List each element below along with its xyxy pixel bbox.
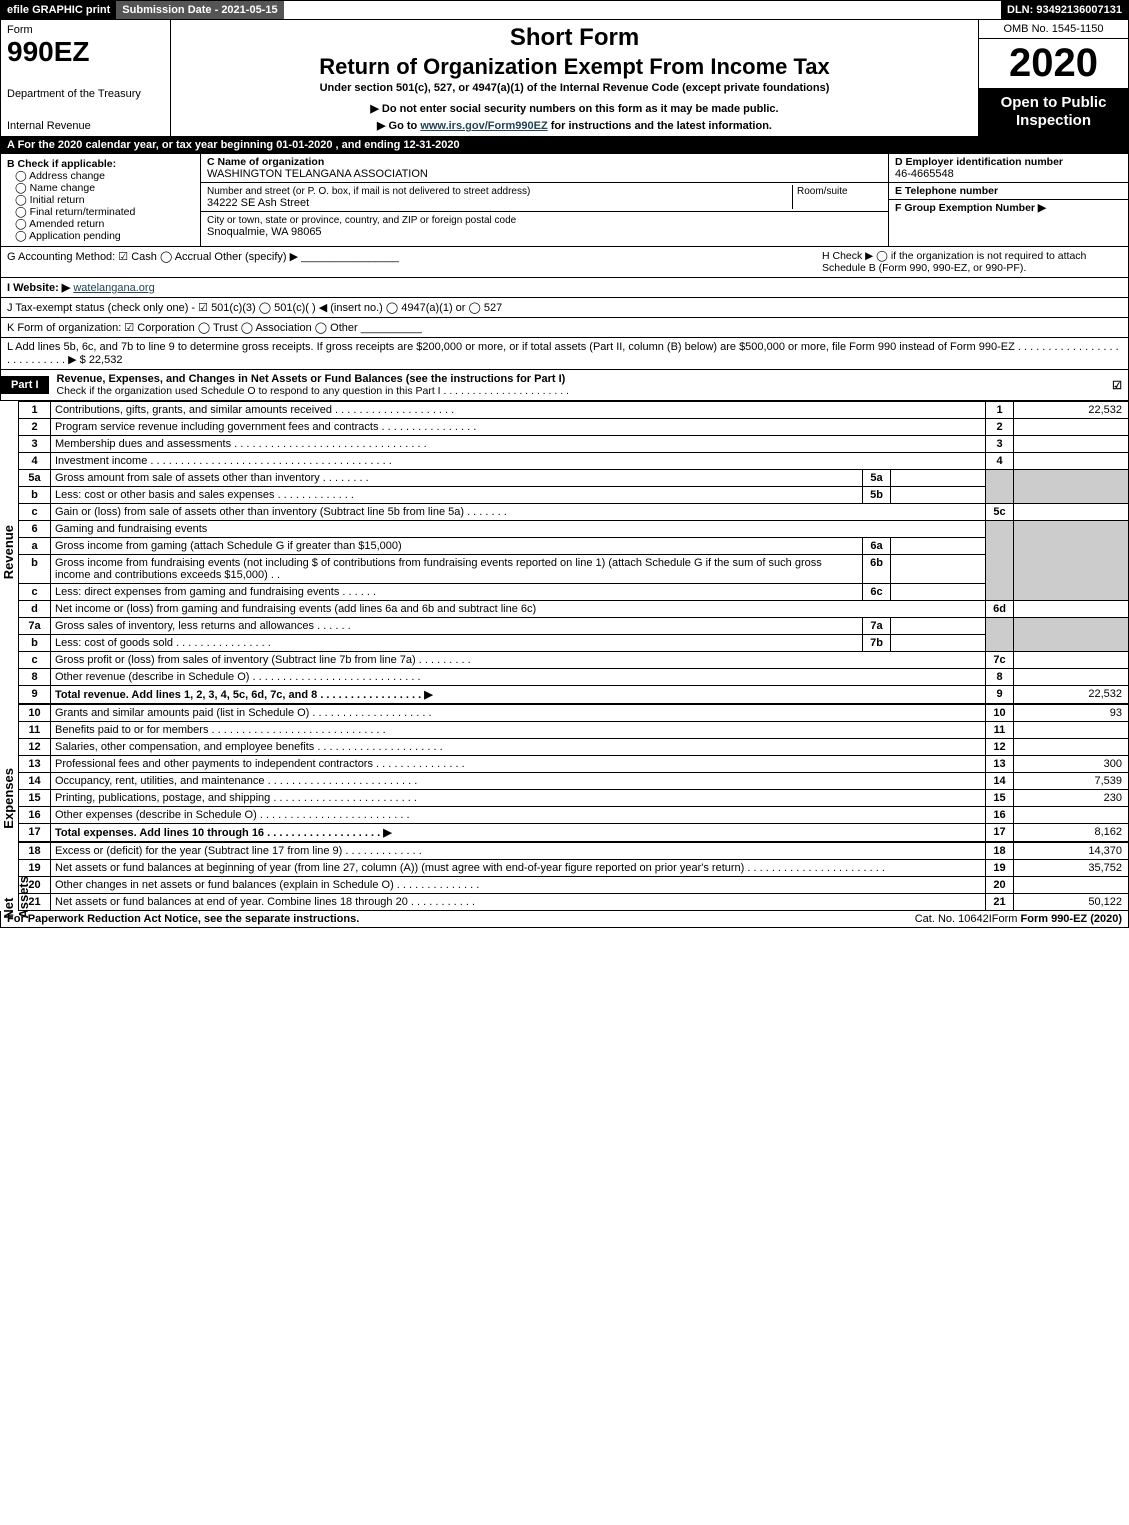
ssn-warning: ▶ Do not enter social security numbers o…	[181, 102, 968, 115]
form-head: Form 990EZ Department of the Treasury In…	[0, 20, 1129, 137]
side-label-revenue: Revenue	[0, 521, 17, 583]
part1-check: ☑	[1112, 379, 1128, 392]
box-b-title: B Check if applicable:	[7, 158, 194, 170]
form-word: Form	[7, 24, 164, 36]
website-link[interactable]: watelangana.org	[73, 282, 154, 294]
chk-amended-return[interactable]: ◯ Amended return	[15, 218, 194, 230]
netassets-table: 18Excess or (deficit) for the year (Subt…	[18, 842, 1129, 911]
phone-label: E Telephone number	[895, 185, 998, 197]
irs-link-line: ▶ Go to www.irs.gov/Form990EZ for instru…	[181, 119, 968, 132]
group-exempt-label: F Group Exemption Number ▶	[895, 202, 1046, 214]
org-name-value: WASHINGTON TELANGANA ASSOCIATION	[207, 168, 428, 180]
chk-name-change[interactable]: ◯ Name change	[15, 182, 194, 194]
row-i: I Website: ▶ watelangana.org	[0, 278, 1129, 298]
submission-date: Submission Date - 2021-05-15	[116, 1, 283, 19]
footer: For Paperwork Reduction Act Notice, see …	[0, 911, 1129, 928]
city-value: Snoqualmie, WA 98065	[207, 226, 322, 238]
box-b: B Check if applicable: ◯ Address change …	[1, 154, 201, 246]
row-g: G Accounting Method: ☑ Cash ◯ Accrual Ot…	[7, 250, 822, 274]
form-head-left: Form 990EZ Department of the Treasury In…	[1, 20, 171, 136]
form-head-mid: Short Form Return of Organization Exempt…	[171, 20, 978, 136]
tax-year: 2020	[979, 39, 1128, 88]
side-label-expenses: Expenses	[0, 764, 17, 833]
chk-initial-return[interactable]: ◯ Initial return	[15, 194, 194, 206]
box-c: C Name of organization WASHINGTON TELANG…	[201, 154, 888, 246]
room-label: Room/suite	[797, 186, 848, 197]
addr-label: Number and street (or P. O. box, if mail…	[207, 186, 530, 197]
city-label: City or town, state or province, country…	[207, 215, 516, 226]
row-l: L Add lines 5b, 6c, and 7b to line 9 to …	[0, 338, 1129, 370]
row-a-period: A For the 2020 calendar year, or tax yea…	[0, 137, 1129, 154]
ein-value: 46-4665548	[895, 168, 954, 180]
chk-final-return[interactable]: ◯ Final return/terminated	[15, 206, 194, 218]
form-subtitle: Under section 501(c), 527, or 4947(a)(1)…	[181, 82, 968, 94]
open-inspection: Open to Public Inspection	[979, 88, 1128, 136]
dln-label: DLN: 93492136007131	[1001, 1, 1128, 19]
info-grid: B Check if applicable: ◯ Address change …	[0, 154, 1129, 247]
ein-label: D Employer identification number	[895, 156, 1063, 168]
revenue-table: 1Contributions, gifts, grants, and simil…	[18, 401, 1129, 704]
omb-number: OMB No. 1545-1150	[979, 20, 1128, 39]
footer-left: For Paperwork Reduction Act Notice, see …	[7, 913, 915, 925]
part1-note: Check if the organization used Schedule …	[57, 385, 569, 397]
header-bar: efile GRAPHIC print Submission Date - 20…	[0, 0, 1129, 20]
form-title: Return of Organization Exempt From Incom…	[181, 54, 968, 80]
part1-tag: Part I	[1, 376, 49, 394]
chk-address-change[interactable]: ◯ Address change	[15, 170, 194, 182]
link-prefix: ▶ Go to	[377, 120, 420, 132]
part1-header: Part I Revenue, Expenses, and Changes in…	[0, 370, 1129, 401]
dept-line1: Department of the Treasury	[7, 88, 164, 100]
form-number: 990EZ	[7, 36, 164, 68]
row-h: H Check ▶ ◯ if the organization is not r…	[822, 250, 1122, 274]
row-j: J Tax-exempt status (check only one) - ☑…	[0, 298, 1129, 318]
addr-value: 34222 SE Ash Street	[207, 197, 309, 209]
link-suffix: for instructions and the latest informat…	[551, 120, 772, 132]
chk-application-pending[interactable]: ◯ Application pending	[15, 230, 194, 242]
efile-label: efile GRAPHIC print	[1, 1, 116, 19]
footer-mid: Cat. No. 10642I	[915, 913, 992, 925]
side-label-netassets: Net Assets	[0, 872, 32, 923]
expenses-table: 10Grants and similar amounts paid (list …	[18, 704, 1129, 842]
website-label: I Website: ▶	[7, 282, 70, 294]
irs-link[interactable]: www.irs.gov/Form990EZ	[420, 120, 547, 132]
box-def: D Employer identification number 46-4665…	[888, 154, 1128, 246]
footer-right: Form Form 990-EZ (2020)	[992, 913, 1122, 925]
part1-title: Revenue, Expenses, and Changes in Net As…	[49, 370, 1113, 400]
form-head-right: OMB No. 1545-1150 2020 Open to Public In…	[978, 20, 1128, 136]
short-form-title: Short Form	[181, 24, 968, 52]
row-gh: G Accounting Method: ☑ Cash ◯ Accrual Ot…	[0, 247, 1129, 278]
row-k: K Form of organization: ☑ Corporation ◯ …	[0, 318, 1129, 338]
dept-line2: Internal Revenue	[7, 120, 164, 132]
org-name-label: C Name of organization	[207, 156, 324, 168]
